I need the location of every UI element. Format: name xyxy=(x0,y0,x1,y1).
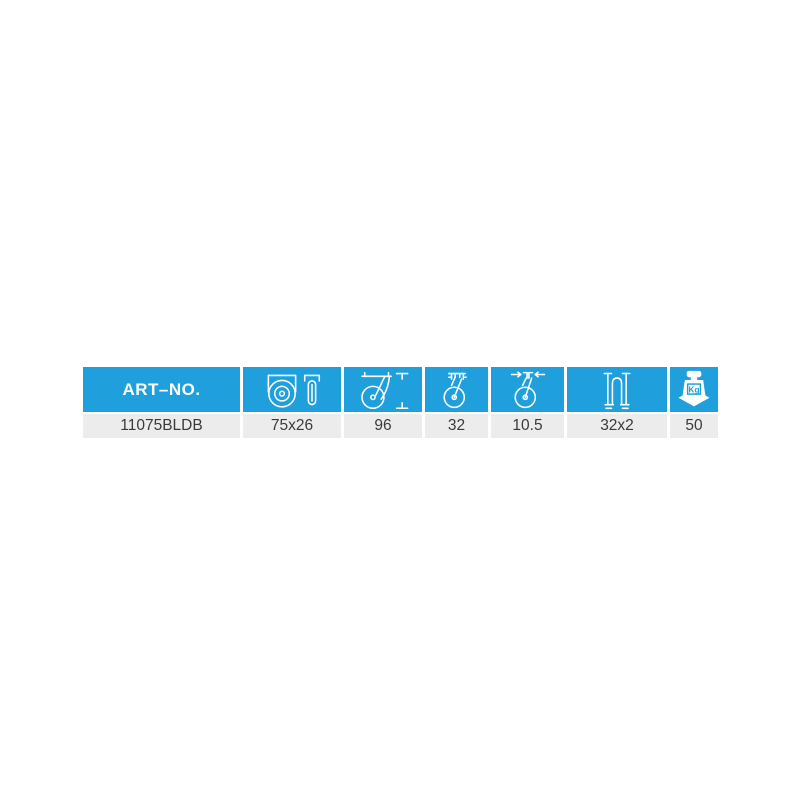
bolt-stem-caster-icon xyxy=(442,372,467,408)
header-cell-wheel-size xyxy=(243,367,341,412)
wheel-diameter-width-icon xyxy=(267,374,321,408)
fork-front-view-icon xyxy=(603,372,631,409)
art-no-label: ART–NO. xyxy=(122,379,201,399)
cell-bolt-hole: 10.5 xyxy=(491,414,564,437)
header-cell-art-no: ART–NO. xyxy=(83,367,240,412)
cell-art-no: 11075BLDB xyxy=(83,414,240,437)
kg-unit-label: Kg xyxy=(689,385,700,394)
cell-total-height: 96 xyxy=(344,414,422,437)
header-cell-total-height xyxy=(344,367,422,412)
header-cell-load-capacity: Kg xyxy=(670,367,718,412)
total-height-icon xyxy=(361,371,409,409)
cell-load-capacity: 50 xyxy=(670,414,718,437)
header-cell-plate-size xyxy=(425,367,488,412)
product-spec-table: ART–NO. xyxy=(83,367,718,437)
load-capacity-weight-icon: Kg xyxy=(678,370,710,406)
bolt-hole-diameter-icon xyxy=(510,370,545,408)
header-cell-bolt-hole xyxy=(491,367,564,412)
cell-wheel-size: 75x26 xyxy=(243,414,341,437)
header-cell-fork-size xyxy=(567,367,667,412)
cell-fork-size: 32x2 xyxy=(567,414,667,437)
cell-plate-size: 32 xyxy=(425,414,488,437)
